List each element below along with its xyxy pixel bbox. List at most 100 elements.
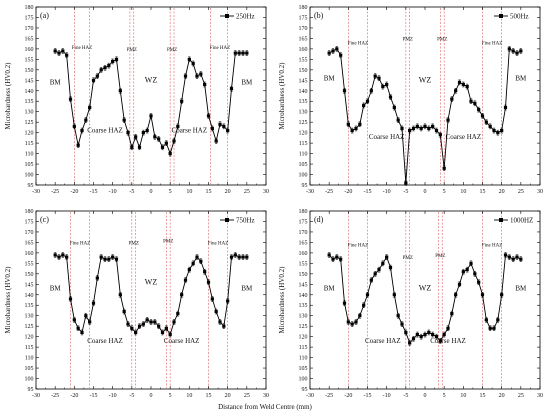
data-point (484, 318, 488, 322)
zone-annotation: Coarse HAZ (369, 133, 405, 141)
data-point (469, 261, 473, 265)
data-point (469, 99, 473, 103)
data-point (214, 309, 218, 314)
y-tick-label: 155 (299, 57, 308, 63)
data-point (442, 166, 446, 170)
data-point (350, 322, 354, 326)
y-tick-label: 110 (299, 356, 308, 362)
data-point (381, 84, 385, 89)
x-tick-label: -30 (32, 393, 40, 399)
data-point (114, 257, 119, 261)
y-tick-label: 145 (299, 282, 308, 288)
y-tick-label: 125 (299, 324, 308, 330)
x-tick-label: 25 (244, 189, 250, 195)
data-point (191, 61, 195, 66)
data-point (226, 299, 230, 303)
y-tick-label: 175 (299, 219, 308, 225)
data-point (408, 341, 412, 345)
y-tick-label: 170 (299, 26, 308, 32)
y-tick-label: 160 (299, 251, 308, 257)
data-point (99, 255, 103, 259)
data-point (496, 131, 500, 135)
data-point (327, 51, 331, 55)
zone-annotation: Coarse HAZ (365, 337, 401, 345)
x-tick-label: -30 (306, 393, 314, 399)
data-point (480, 114, 485, 118)
y-tick-label: 100 (25, 173, 34, 179)
data-point (404, 181, 408, 185)
data-point (153, 135, 157, 139)
y-tick-label: 150 (299, 272, 308, 278)
data-point (503, 105, 508, 110)
zone-annotation: PMZ (403, 256, 413, 261)
data-point (342, 89, 347, 93)
data-point (57, 51, 61, 55)
panel-label: (d) (314, 215, 324, 224)
data-point (342, 301, 347, 305)
y-tick-label: 160 (25, 251, 34, 257)
data-point (450, 97, 454, 101)
data-point (388, 95, 393, 99)
data-point (339, 257, 343, 261)
y-tick-label: 135 (299, 99, 308, 105)
data-point (76, 143, 80, 147)
y-tick-label: 175 (299, 15, 308, 21)
data-point (206, 280, 211, 284)
zone-annotation: BM (241, 78, 253, 86)
x-tick-label: 5 (443, 189, 446, 195)
data-point (457, 282, 462, 286)
legend-marker (499, 14, 503, 18)
y-tick-label: 95 (302, 387, 308, 393)
y-axis-label: Microhardness (HV0.2) (278, 266, 286, 334)
data-point (434, 335, 439, 339)
series-line (328, 48, 522, 183)
data-point (245, 51, 249, 55)
y-axis-label: Microhardness (HV0.2) (4, 266, 12, 334)
x-tick-label: -5 (129, 393, 134, 399)
data-point (365, 99, 370, 103)
x-tick-label: -20 (344, 393, 352, 399)
y-tick-label: 145 (299, 78, 308, 84)
y-tick-label: 105 (25, 366, 34, 372)
data-point (149, 320, 153, 324)
data-point (84, 118, 88, 122)
legend-label: 500Hz (510, 13, 529, 21)
data-point (153, 320, 157, 324)
data-point (335, 255, 339, 259)
data-point (450, 312, 454, 316)
data-point (195, 74, 199, 78)
data-point (199, 259, 203, 263)
data-point (373, 74, 377, 78)
panel-label: (a) (40, 11, 49, 20)
x-tick-label: -30 (32, 189, 40, 195)
data-point (126, 131, 130, 135)
data-point (511, 257, 515, 261)
data-point (164, 141, 168, 145)
zone-annotation: BM (324, 74, 336, 82)
data-point (377, 268, 381, 272)
data-point (427, 126, 431, 131)
data-point (218, 122, 222, 126)
data-point (369, 89, 373, 93)
data-point (434, 128, 439, 133)
x-tick-label: -15 (364, 393, 372, 399)
data-point (241, 51, 245, 55)
y-tick-label: 95 (28, 387, 34, 393)
y-tick-label: 150 (299, 68, 308, 74)
data-point (354, 320, 358, 324)
data-point (229, 255, 234, 259)
data-point (99, 68, 103, 72)
data-point (218, 320, 222, 324)
data-point (80, 128, 84, 133)
x-tick-label: 25 (518, 189, 524, 195)
data-point (68, 297, 73, 301)
zone-annotation: WZ (419, 284, 432, 293)
data-point (229, 87, 234, 91)
data-point (400, 322, 404, 326)
y-tick-label: 115 (299, 141, 308, 147)
data-point (111, 255, 115, 259)
data-point (172, 139, 176, 143)
data-point (107, 257, 111, 261)
